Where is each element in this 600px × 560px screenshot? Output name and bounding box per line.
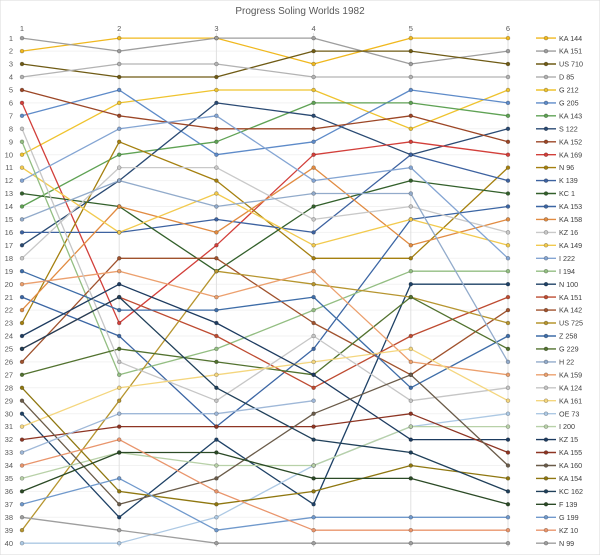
svg-text:13: 13 [5, 189, 13, 198]
svg-text:KA 158: KA 158 [559, 215, 582, 224]
svg-text:I 222: I 222 [559, 254, 575, 263]
svg-text:OE 73: OE 73 [559, 409, 579, 418]
svg-text:KA 160: KA 160 [559, 461, 582, 470]
svg-text:I 200: I 200 [559, 422, 575, 431]
svg-text:24: 24 [5, 332, 13, 341]
svg-text:28: 28 [5, 383, 13, 392]
svg-text:23: 23 [5, 319, 13, 328]
svg-text:10: 10 [5, 150, 13, 159]
svg-text:27: 27 [5, 370, 13, 379]
svg-text:Progress Soling Worlds 1982: Progress Soling Worlds 1982 [235, 6, 365, 17]
svg-text:3: 3 [9, 60, 13, 69]
svg-text:G 212: G 212 [559, 86, 579, 95]
svg-text:8: 8 [9, 124, 13, 133]
svg-text:7: 7 [9, 111, 13, 120]
svg-text:4: 4 [312, 24, 316, 33]
svg-text:11: 11 [5, 163, 13, 172]
svg-text:KA 152: KA 152 [559, 137, 582, 146]
svg-text:6: 6 [506, 24, 510, 33]
svg-text:KA 149: KA 149 [559, 241, 582, 250]
svg-text:26: 26 [5, 358, 13, 367]
svg-text:KA 154: KA 154 [559, 474, 582, 483]
svg-text:15: 15 [5, 215, 13, 224]
svg-text:F 139: F 139 [559, 500, 577, 509]
svg-text:35: 35 [5, 474, 13, 483]
svg-text:29: 29 [5, 396, 13, 405]
svg-text:33: 33 [5, 448, 13, 457]
svg-text:KZ 16: KZ 16 [559, 228, 578, 237]
svg-text:KA 155: KA 155 [559, 448, 582, 457]
svg-text:22: 22 [5, 306, 13, 315]
svg-text:36: 36 [5, 487, 13, 496]
svg-text:US 725: US 725 [559, 319, 583, 328]
svg-text:S 122: S 122 [559, 124, 578, 133]
svg-text:34: 34 [5, 461, 13, 470]
svg-text:17: 17 [5, 241, 13, 250]
svg-text:KA 151: KA 151 [559, 293, 582, 302]
svg-text:KA 151: KA 151 [559, 47, 582, 56]
svg-text:5: 5 [9, 86, 13, 95]
svg-text:Z 258: Z 258 [559, 332, 577, 341]
svg-text:N 100: N 100 [559, 280, 578, 289]
svg-text:38: 38 [5, 513, 13, 522]
svg-text:5: 5 [409, 24, 413, 33]
svg-text:1: 1 [20, 24, 24, 33]
svg-text:1: 1 [9, 34, 13, 43]
svg-text:2: 2 [9, 47, 13, 56]
svg-text:31: 31 [5, 422, 13, 431]
svg-text:9: 9 [9, 137, 13, 146]
svg-text:G 199: G 199 [559, 513, 579, 522]
svg-text:KC 1: KC 1 [559, 189, 575, 198]
svg-text:20: 20 [5, 280, 13, 289]
svg-text:KZ 10: KZ 10 [559, 526, 578, 535]
svg-text:KA 159: KA 159 [559, 370, 582, 379]
svg-text:6: 6 [9, 99, 13, 108]
svg-text:2: 2 [117, 24, 121, 33]
svg-text:G 229: G 229 [559, 345, 579, 354]
svg-text:4: 4 [9, 73, 13, 82]
svg-text:40: 40 [5, 539, 13, 548]
svg-text:KA 161: KA 161 [559, 396, 582, 405]
svg-text:3: 3 [214, 24, 218, 33]
svg-text:KC 162: KC 162 [559, 487, 583, 496]
svg-text:KA 142: KA 142 [559, 306, 582, 315]
svg-text:39: 39 [5, 526, 13, 535]
svg-text:30: 30 [5, 409, 13, 418]
svg-text:K 139: K 139 [559, 176, 578, 185]
svg-text:H 22: H 22 [559, 358, 574, 367]
svg-text:KA 169: KA 169 [559, 150, 582, 159]
svg-text:KZ 15: KZ 15 [559, 435, 578, 444]
svg-text:N 96: N 96 [559, 163, 574, 172]
svg-text:14: 14 [5, 202, 13, 211]
svg-text:19: 19 [5, 267, 13, 276]
svg-text:N 99: N 99 [559, 539, 574, 548]
svg-text:12: 12 [5, 176, 13, 185]
svg-text:KA 144: KA 144 [559, 34, 582, 43]
svg-text:US 710: US 710 [559, 60, 583, 69]
svg-text:I 194: I 194 [559, 267, 575, 276]
svg-text:KA 153: KA 153 [559, 202, 582, 211]
svg-text:37: 37 [5, 500, 13, 509]
svg-text:KA 143: KA 143 [559, 111, 582, 120]
svg-text:18: 18 [5, 254, 13, 263]
svg-text:21: 21 [5, 293, 13, 302]
svg-text:32: 32 [5, 435, 13, 444]
svg-text:D 85: D 85 [559, 73, 574, 82]
svg-text:G 205: G 205 [559, 99, 579, 108]
svg-text:16: 16 [5, 228, 13, 237]
svg-text:25: 25 [5, 345, 13, 354]
svg-text:KA 124: KA 124 [559, 383, 582, 392]
